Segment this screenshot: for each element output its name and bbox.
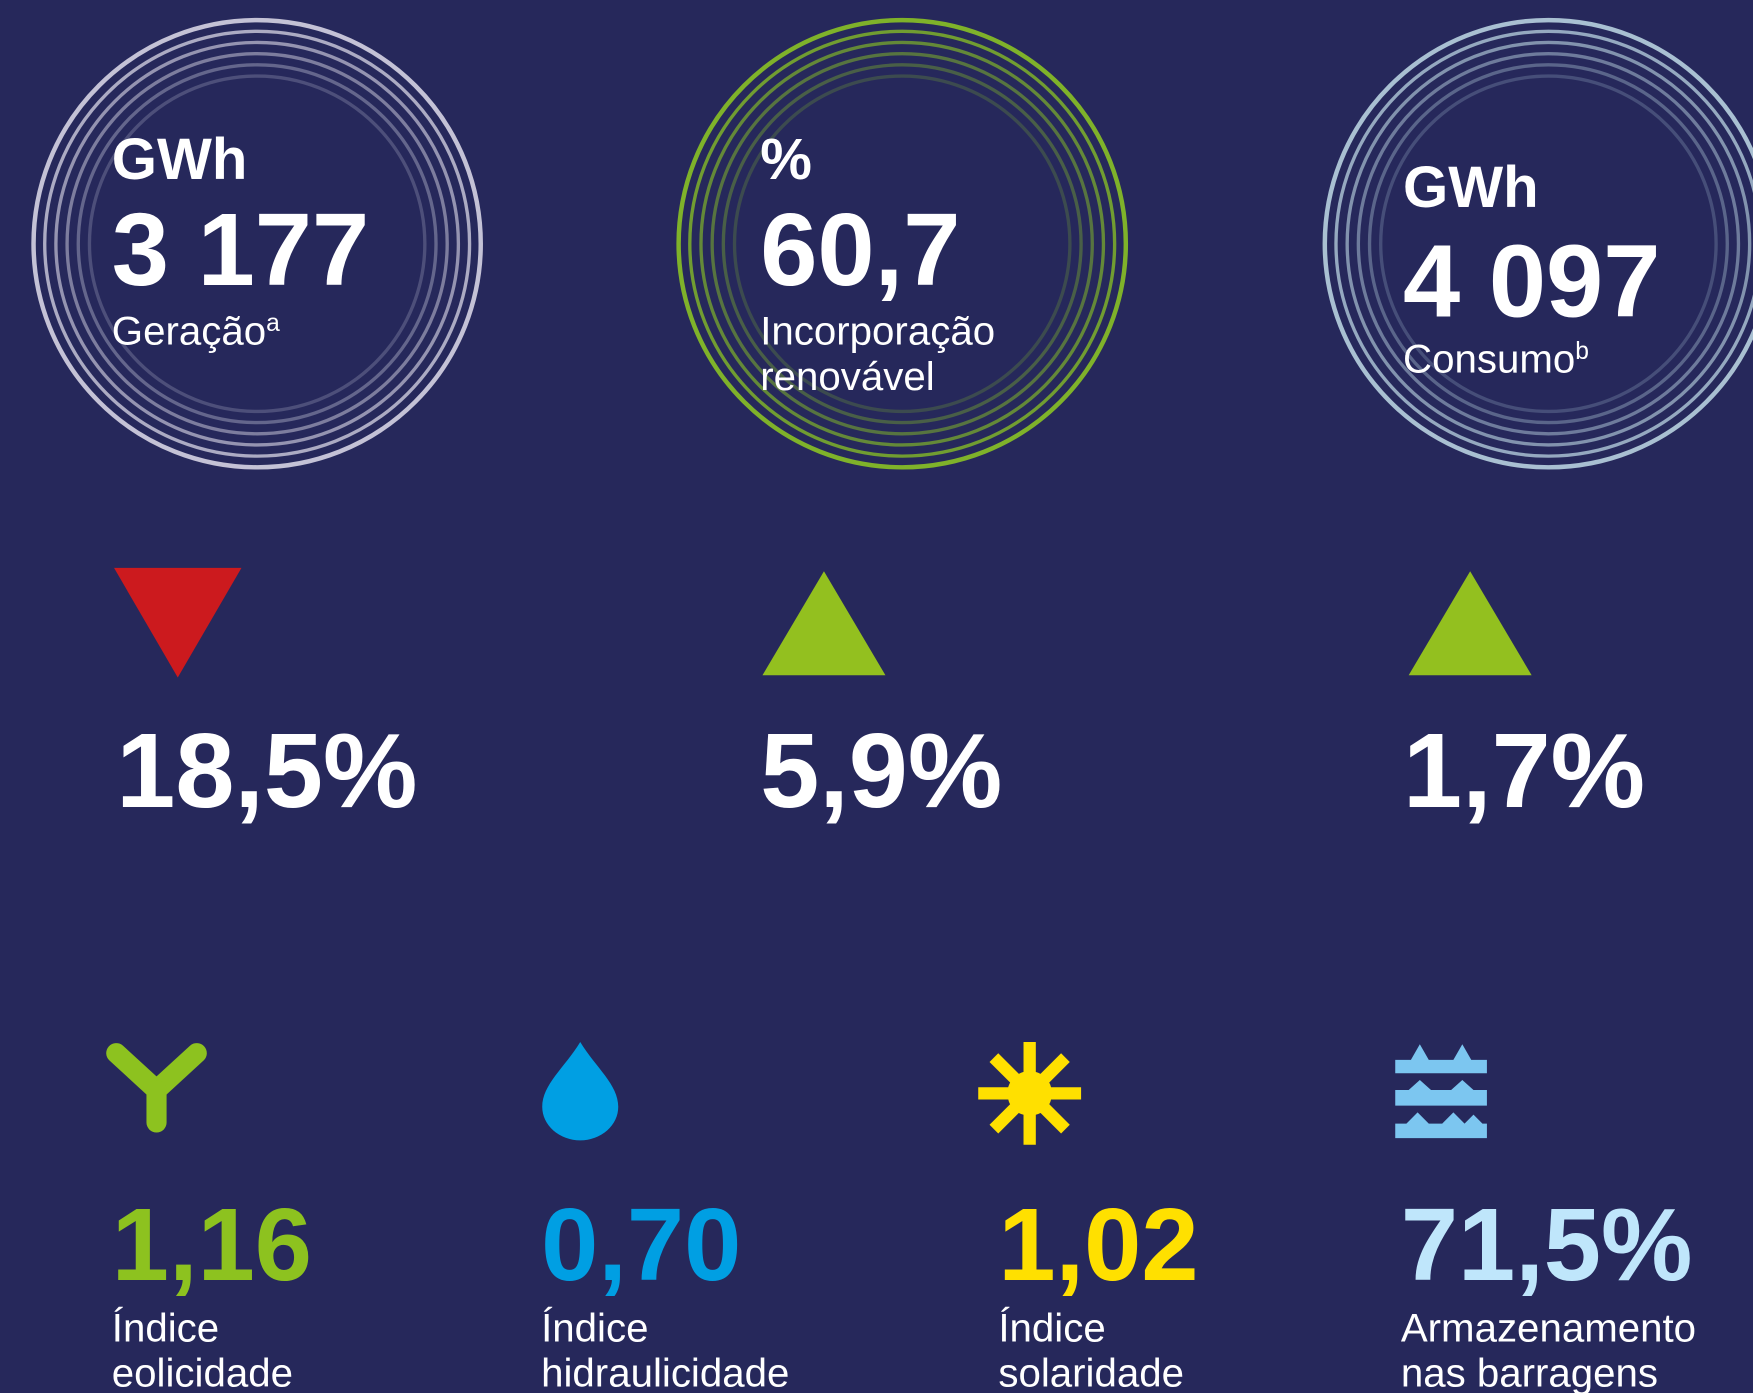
change-value: 5,9% xyxy=(760,711,1002,830)
kpi-label: renovável xyxy=(760,354,934,399)
kpi-label: Consumob xyxy=(1403,336,1589,381)
index-label: Armazenamento xyxy=(1401,1306,1696,1351)
rings xyxy=(31,17,1753,470)
water-icon xyxy=(542,1041,619,1141)
kpi-value: 3 177 xyxy=(112,192,369,307)
kpi-value: 4 097 xyxy=(1403,223,1660,338)
ring xyxy=(65,51,449,436)
ring xyxy=(676,17,1129,470)
trend-arrow xyxy=(762,571,886,676)
dam-icon xyxy=(1395,1044,1487,1139)
ring xyxy=(721,63,1083,425)
ring xyxy=(1334,29,1753,458)
index-value: 1,16 xyxy=(112,1187,312,1302)
kpi-unit: GWh xyxy=(1403,155,1539,220)
kpi-unit: % xyxy=(760,127,812,192)
ring xyxy=(1367,63,1729,425)
index-label: nas barragens xyxy=(1401,1350,1658,1393)
kpi-label-text: Geração xyxy=(112,308,266,353)
ring xyxy=(1379,74,1718,414)
kpi-label-text: renovável xyxy=(760,354,934,399)
kpi-label: Incorporação xyxy=(760,308,995,353)
ring xyxy=(699,40,1106,447)
index-label: solaridade xyxy=(998,1350,1184,1393)
index-label: eolicidade xyxy=(112,1350,293,1393)
kpi-footnote: b xyxy=(1575,338,1589,365)
trend-arrow xyxy=(1408,571,1532,676)
kpi-value: 60,7 xyxy=(760,192,960,307)
ring xyxy=(1345,40,1752,447)
ring xyxy=(87,74,427,414)
index-value: 0,70 xyxy=(541,1187,741,1302)
ring xyxy=(1322,17,1753,470)
index-label: Índice xyxy=(112,1306,219,1351)
change-value: 1,7% xyxy=(1403,711,1645,830)
ring xyxy=(710,51,1094,436)
ring xyxy=(688,29,1117,458)
kpi-label: Geraçãoa xyxy=(112,308,280,353)
kpi-label-text: Incorporação xyxy=(760,308,995,353)
index-value: 71,5% xyxy=(1401,1187,1693,1302)
change-value: 18,5% xyxy=(116,711,417,830)
ring xyxy=(732,74,1072,414)
sun-icon xyxy=(978,1041,1082,1145)
wind-icon xyxy=(106,1043,207,1133)
kpi-label-text: Consumo xyxy=(1403,336,1575,381)
index-value: 1,02 xyxy=(998,1187,1198,1302)
index-label: Índice xyxy=(541,1306,648,1351)
kpi-footnote: a xyxy=(266,310,280,337)
index-label: Índice xyxy=(998,1306,1105,1351)
ring xyxy=(43,29,472,458)
kpi-unit: GWh xyxy=(112,127,248,192)
index-label: hidraulicidade xyxy=(541,1350,789,1393)
ring xyxy=(54,40,461,447)
trend-arrow xyxy=(114,567,242,678)
ring xyxy=(31,17,483,470)
ring xyxy=(76,63,438,425)
ring xyxy=(1356,51,1741,436)
